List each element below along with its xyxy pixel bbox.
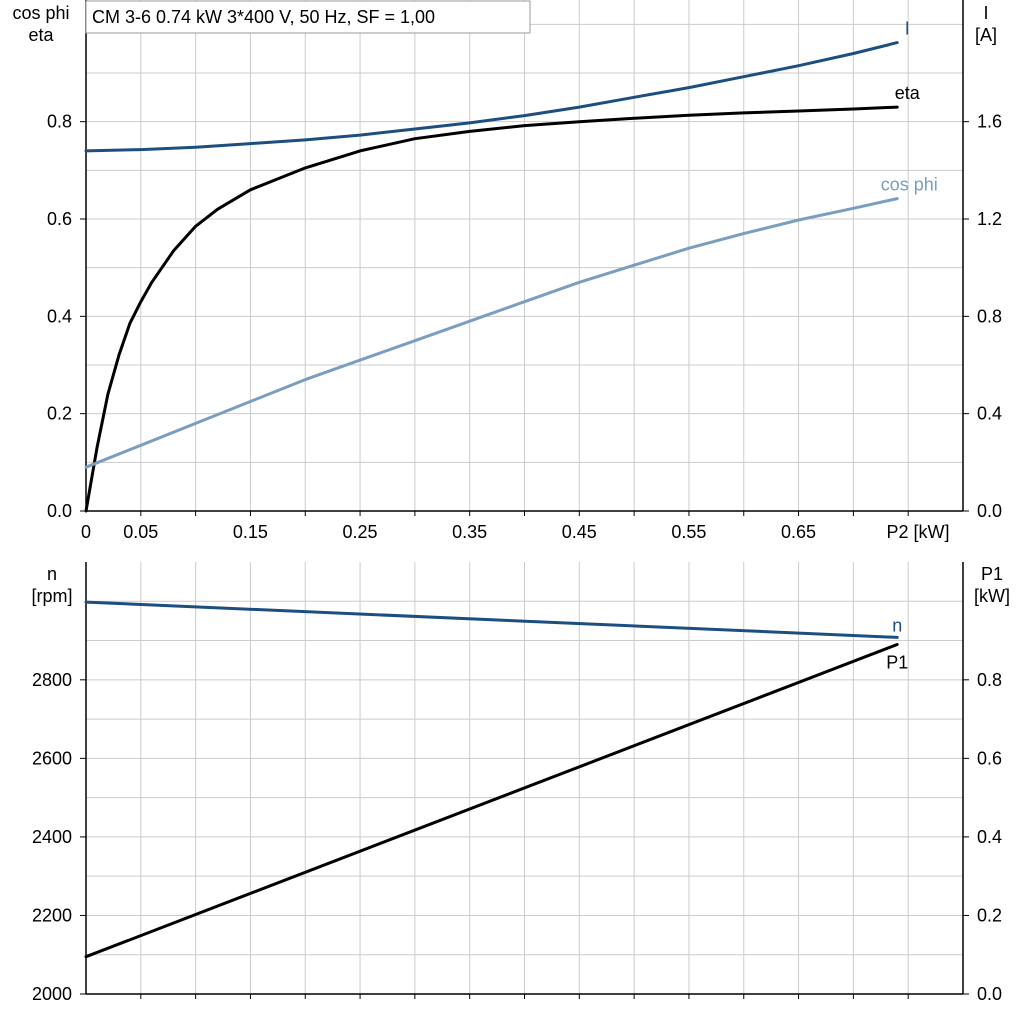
x-tick-label: 0 <box>81 522 91 542</box>
y-left-axis-label: cos phi <box>12 3 69 23</box>
y-right-tick-label: 0.6 <box>977 748 1002 768</box>
y-left-axis-label: n <box>47 564 57 584</box>
y-left-tick-label: 0.8 <box>47 112 72 132</box>
y-right-tick-label: 0.2 <box>977 905 1002 925</box>
x-tick-label: 0.35 <box>452 522 487 542</box>
y-right-axis-label: P1 <box>981 564 1003 584</box>
y-right-tick-label: 1.2 <box>977 209 1002 229</box>
y-right-tick-label: 0.8 <box>977 670 1002 690</box>
x-axis-label: P2 [kW] <box>886 522 949 542</box>
speed-power-panel: 200022002400260028000.00.20.40.60.8n[rpm… <box>31 562 1010 1004</box>
x-tick-label: 0.45 <box>562 522 597 542</box>
y-right-tick-label: 0.4 <box>977 404 1002 424</box>
y-right-axis-label: [A] <box>975 25 997 45</box>
chart-title-box: CM 3-6 0.74 kW 3*400 V, 50 Hz, SF = 1,00 <box>85 0 531 34</box>
y-left-tick-label: 2400 <box>32 827 72 847</box>
y-right-axis-label: [kW] <box>974 586 1010 606</box>
y-left-tick-label: 2600 <box>32 748 72 768</box>
bottom-labels: 200022002400260028000.00.20.40.60.8n[rpm… <box>31 564 1010 1004</box>
y-left-tick-label: 0.0 <box>47 501 72 521</box>
series-label-eta: eta <box>895 83 921 103</box>
y-left-axis-label: eta <box>28 25 54 45</box>
top-axes <box>80 0 969 516</box>
x-tick-label: 0.65 <box>781 522 816 542</box>
x-tick-label: 0.25 <box>343 522 378 542</box>
y-right-tick-label: 0.8 <box>977 306 1002 326</box>
bottom-axes <box>80 562 969 999</box>
bottom-grid <box>86 562 963 994</box>
chart-title: CM 3-6 0.74 kW 3*400 V, 50 Hz, SF = 1,00 <box>92 7 435 27</box>
series-line-p1 <box>84 643 899 959</box>
series-label-i: I <box>905 19 910 39</box>
series-label-cos-phi: cos phi <box>881 175 938 195</box>
y-left-tick-label: 0.6 <box>47 209 72 229</box>
series-line-cos-phi <box>84 197 899 469</box>
y-right-tick-label: 0.0 <box>977 984 1002 1004</box>
series-label-n: n <box>892 615 902 635</box>
y-left-tick-label: 2200 <box>32 905 72 925</box>
y-left-tick-label: 2000 <box>32 984 72 1004</box>
x-tick-label: 0.55 <box>671 522 706 542</box>
y-left-axis-label: [rpm] <box>31 586 72 606</box>
bottom-series <box>84 600 899 959</box>
y-left-tick-label: 0.4 <box>47 306 72 326</box>
y-right-axis-label: I <box>983 3 988 23</box>
series-label-p1: P1 <box>886 652 908 672</box>
y-right-tick-label: 0.4 <box>977 827 1002 847</box>
series-line-n <box>84 600 899 639</box>
y-left-tick-label: 0.2 <box>47 404 72 424</box>
x-tick-label: 0.05 <box>123 522 158 542</box>
top-series <box>84 41 899 513</box>
series-line-i <box>84 41 899 153</box>
y-right-tick-label: 0.0 <box>977 501 1002 521</box>
y-right-tick-label: 1.6 <box>977 112 1002 132</box>
y-left-tick-label: 2800 <box>32 670 72 690</box>
top-grid <box>86 0 963 511</box>
x-tick-label: 0.15 <box>233 522 268 542</box>
series-line-eta <box>84 105 899 513</box>
